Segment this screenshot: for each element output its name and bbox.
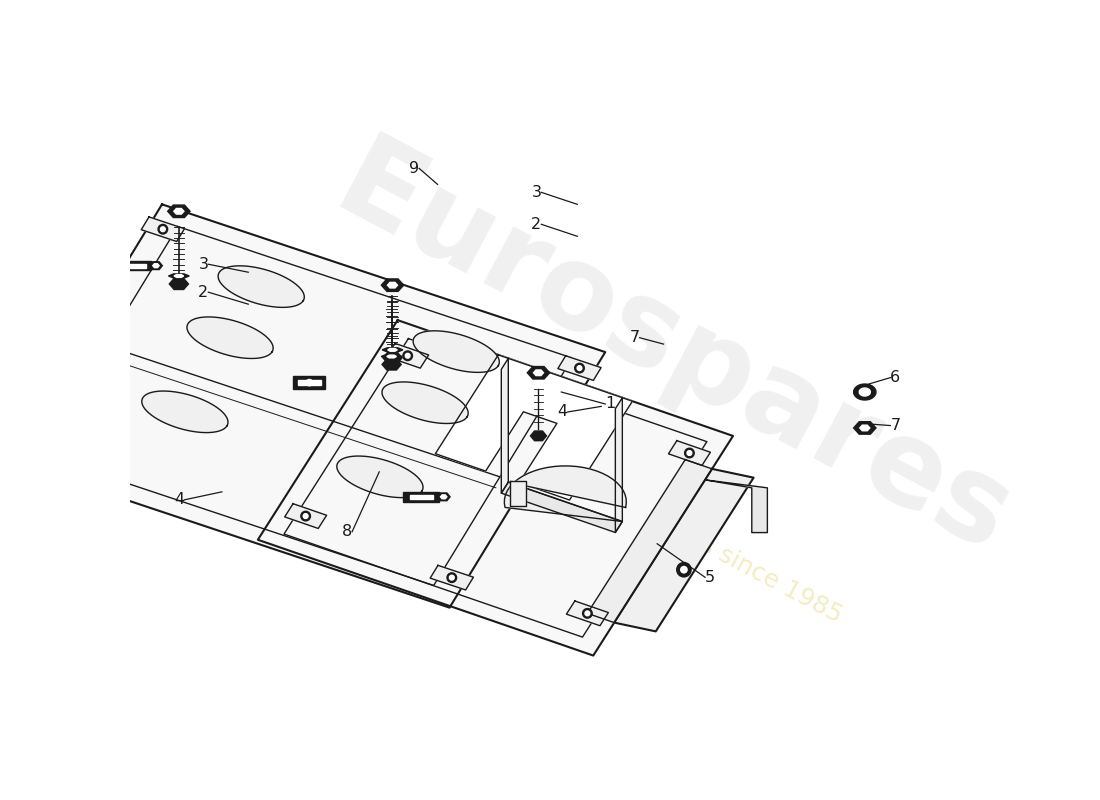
Polygon shape (566, 601, 608, 626)
Polygon shape (438, 493, 450, 501)
Polygon shape (167, 205, 190, 218)
Polygon shape (615, 398, 623, 533)
Circle shape (450, 575, 454, 580)
Polygon shape (502, 358, 508, 493)
Polygon shape (153, 264, 159, 268)
Circle shape (403, 351, 412, 361)
Circle shape (158, 225, 167, 234)
Polygon shape (285, 504, 327, 529)
Text: 5: 5 (705, 570, 715, 585)
Circle shape (33, 436, 37, 441)
Circle shape (684, 448, 694, 458)
Polygon shape (410, 495, 433, 498)
Polygon shape (382, 279, 404, 291)
Polygon shape (13, 426, 57, 451)
Polygon shape (705, 480, 768, 533)
Polygon shape (218, 266, 305, 307)
Polygon shape (294, 376, 326, 389)
Polygon shape (504, 466, 626, 522)
Polygon shape (854, 384, 876, 400)
Polygon shape (387, 355, 396, 358)
Polygon shape (257, 320, 733, 655)
Circle shape (161, 227, 165, 232)
Polygon shape (382, 354, 402, 358)
Text: 6: 6 (890, 370, 901, 385)
Polygon shape (298, 380, 320, 385)
Circle shape (574, 363, 584, 373)
Polygon shape (440, 495, 447, 498)
Polygon shape (614, 469, 754, 631)
Text: 3: 3 (531, 185, 541, 200)
Polygon shape (403, 492, 439, 502)
Circle shape (583, 609, 592, 618)
Polygon shape (150, 262, 163, 270)
Polygon shape (436, 355, 632, 500)
Circle shape (681, 566, 688, 573)
Text: 4: 4 (174, 492, 185, 507)
Polygon shape (527, 366, 550, 379)
Text: 7: 7 (890, 418, 901, 433)
Polygon shape (7, 204, 605, 608)
Circle shape (405, 354, 410, 358)
Text: 9: 9 (409, 161, 419, 176)
Text: Eurospares: Eurospares (317, 126, 1030, 578)
Polygon shape (382, 348, 403, 352)
Polygon shape (187, 317, 273, 358)
Circle shape (585, 611, 590, 616)
Polygon shape (534, 370, 543, 375)
Circle shape (304, 514, 308, 518)
Polygon shape (337, 456, 424, 498)
Polygon shape (510, 481, 526, 506)
Polygon shape (116, 261, 151, 270)
Circle shape (578, 366, 582, 370)
Polygon shape (669, 441, 711, 466)
Polygon shape (141, 217, 185, 242)
Polygon shape (587, 460, 712, 622)
Polygon shape (387, 349, 397, 351)
Polygon shape (530, 431, 547, 441)
Polygon shape (860, 425, 870, 430)
Polygon shape (558, 356, 601, 380)
Polygon shape (174, 209, 184, 214)
Circle shape (688, 450, 692, 455)
Text: 8: 8 (342, 524, 352, 539)
Circle shape (301, 511, 310, 521)
Text: 2: 2 (198, 285, 208, 300)
Polygon shape (174, 274, 184, 278)
Circle shape (447, 573, 456, 582)
Text: 7: 7 (629, 330, 639, 346)
Polygon shape (382, 382, 469, 423)
Polygon shape (387, 343, 429, 368)
Polygon shape (859, 388, 870, 396)
Polygon shape (382, 359, 402, 370)
Circle shape (31, 434, 40, 443)
Polygon shape (854, 422, 876, 434)
Polygon shape (414, 331, 499, 372)
Text: 2: 2 (531, 217, 541, 232)
Text: a passion for parts since 1985: a passion for parts since 1985 (500, 428, 846, 627)
Circle shape (676, 562, 691, 577)
Polygon shape (383, 352, 403, 363)
Polygon shape (387, 282, 397, 288)
Text: 4: 4 (558, 405, 568, 419)
Text: 1: 1 (605, 397, 616, 411)
Polygon shape (142, 391, 228, 433)
Polygon shape (430, 566, 473, 590)
Polygon shape (169, 278, 188, 290)
Polygon shape (123, 264, 145, 267)
Polygon shape (168, 274, 189, 278)
Text: 3: 3 (198, 257, 208, 272)
Circle shape (306, 379, 312, 386)
Polygon shape (502, 482, 623, 533)
